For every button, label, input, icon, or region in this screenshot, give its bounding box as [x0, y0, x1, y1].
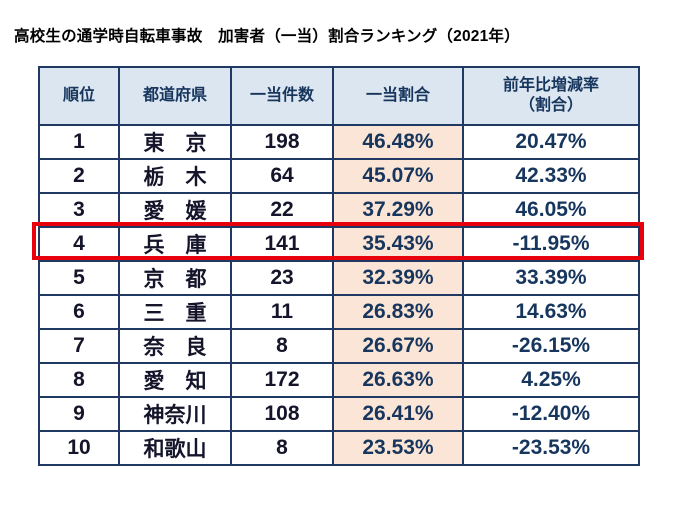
ratio-cell: 35.43%: [332, 226, 464, 262]
prefecture-cell: 兵 庫: [118, 226, 232, 262]
rank-cell: 3: [38, 192, 120, 228]
count-cell: 8: [230, 328, 334, 364]
prefecture-cell: 愛 媛: [118, 192, 232, 228]
rank-cell: 7: [38, 328, 120, 364]
prefecture-cell: 愛 知: [118, 362, 232, 398]
yoy-cell: 46.05%: [462, 192, 640, 228]
yoy-cell: 4.25%: [462, 362, 640, 398]
table-row: 9 神奈川 108 26.41% -12.40%: [38, 396, 640, 432]
yoy-cell: 20.47%: [462, 124, 640, 160]
yoy-cell: -26.15%: [462, 328, 640, 364]
ratio-cell: 26.83%: [332, 294, 464, 330]
yoy-cell: -23.53%: [462, 430, 640, 466]
ratio-cell: 26.41%: [332, 396, 464, 432]
table-row: 10 和歌山 8 23.53% -23.53%: [38, 430, 640, 466]
ratio-cell: 46.48%: [332, 124, 464, 160]
yoy-cell: 33.39%: [462, 260, 640, 296]
prefecture-cell: 奈 良: [118, 328, 232, 364]
count-cell: 64: [230, 158, 334, 194]
count-cell: 11: [230, 294, 334, 330]
prefecture-cell: 京 都: [118, 260, 232, 296]
rank-cell: 8: [38, 362, 120, 398]
ratio-cell: 26.67%: [332, 328, 464, 364]
header-row: 順位 都道府県 一当件数 一当割合 前年比増減率 （割合）: [38, 66, 640, 126]
ratio-cell: 26.63%: [332, 362, 464, 398]
count-cell: 108: [230, 396, 334, 432]
rank-cell: 10: [38, 430, 120, 466]
rank-cell: 4: [38, 226, 120, 262]
count-cell: 198: [230, 124, 334, 160]
ratio-cell: 37.29%: [332, 192, 464, 228]
ratio-cell: 23.53%: [332, 430, 464, 466]
yoy-cell: -12.40%: [462, 396, 640, 432]
count-cell: 172: [230, 362, 334, 398]
ratio-cell: 45.07%: [332, 158, 464, 194]
header-ratio: 一当割合: [332, 66, 464, 126]
header-yoy: 前年比増減率 （割合）: [462, 66, 640, 126]
count-cell: 8: [230, 430, 334, 466]
yoy-cell: 14.63%: [462, 294, 640, 330]
header-prefecture: 都道府県: [118, 66, 232, 126]
count-cell: 22: [230, 192, 334, 228]
prefecture-cell: 栃 木: [118, 158, 232, 194]
rank-cell: 9: [38, 396, 120, 432]
prefecture-cell: 和歌山: [118, 430, 232, 466]
rank-cell: 6: [38, 294, 120, 330]
yoy-cell: 42.33%: [462, 158, 640, 194]
header-count: 一当件数: [230, 66, 334, 126]
ratio-cell: 32.39%: [332, 260, 464, 296]
yoy-cell: -11.95%: [462, 226, 640, 262]
page-title: 高校生の通学時自転車事故 加害者（一当）割合ランキング（2021年）: [14, 28, 520, 45]
rank-cell: 2: [38, 158, 120, 194]
prefecture-cell: 東 京: [118, 124, 232, 160]
prefecture-cell: 三 重: [118, 294, 232, 330]
rank-cell: 5: [38, 260, 120, 296]
prefecture-cell: 神奈川: [118, 396, 232, 432]
rank-cell: 1: [38, 124, 120, 160]
count-cell: 23: [230, 260, 334, 296]
count-cell: 141: [230, 226, 334, 262]
header-rank: 順位: [38, 66, 120, 126]
